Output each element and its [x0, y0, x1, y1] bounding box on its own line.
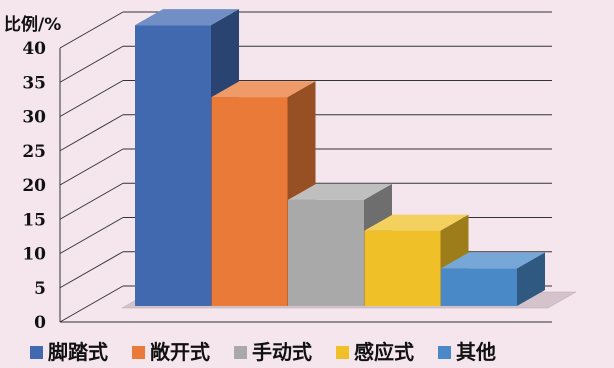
bar-top	[288, 183, 392, 200]
bar	[364, 230, 441, 306]
legend-item: 脚踏式	[30, 342, 108, 362]
legend-item: 敞开式	[132, 342, 210, 362]
y-axis-title: 比例/%	[4, 14, 61, 35]
bar	[288, 199, 364, 306]
gridline-diagonal	[59, 11, 124, 49]
legend-item: 感应式	[336, 342, 414, 362]
gridline-diagonal	[59, 217, 124, 254]
legend-swatch	[30, 345, 43, 359]
legend-label: 手动式	[252, 340, 312, 364]
y-tick-label: 15	[22, 210, 46, 230]
bar-top	[441, 252, 545, 269]
bar	[135, 25, 211, 307]
legend-item: 其他	[438, 342, 496, 362]
gridline-diagonal	[59, 285, 124, 323]
legend-swatch	[234, 345, 247, 359]
legend-swatch	[438, 345, 451, 359]
y-tick-label: 20	[22, 176, 46, 196]
legend-label: 感应式	[354, 340, 414, 364]
y-tick-label: 30	[22, 108, 46, 128]
bar-top	[364, 214, 469, 231]
bar	[441, 268, 517, 306]
bar-top	[135, 9, 239, 26]
gridline-diagonal	[59, 45, 124, 83]
y-tick-label: 40	[22, 39, 46, 59]
bar-chart-3d: 0 5 10 15 20 25 30 35 40 比例/%	[4, 9, 577, 333]
legend-swatch	[132, 345, 145, 359]
gridline-diagonal	[59, 251, 124, 289]
y-tick-label: 0	[34, 313, 46, 333]
gridline-diagonal	[59, 182, 124, 220]
legend-label: 脚踏式	[48, 340, 108, 364]
gridline-diagonal	[59, 80, 124, 117]
legend-label: 敞开式	[150, 340, 210, 364]
bar	[211, 97, 288, 306]
legend-label: 其他	[456, 340, 496, 364]
bar-top	[211, 81, 316, 98]
legend-item: 手动式	[234, 342, 312, 362]
bar-side	[517, 252, 545, 306]
legend-swatch	[336, 345, 349, 359]
y-tick-label: 10	[22, 245, 46, 265]
y-tick-label: 5	[34, 279, 46, 299]
gridline-diagonal	[59, 148, 124, 186]
legend: 脚踏式 敞开式 手动式 感应式 其他	[30, 338, 614, 366]
y-tick-label: 35	[22, 73, 46, 93]
y-tick-label: 25	[22, 142, 46, 162]
gridline-diagonal	[59, 114, 124, 152]
